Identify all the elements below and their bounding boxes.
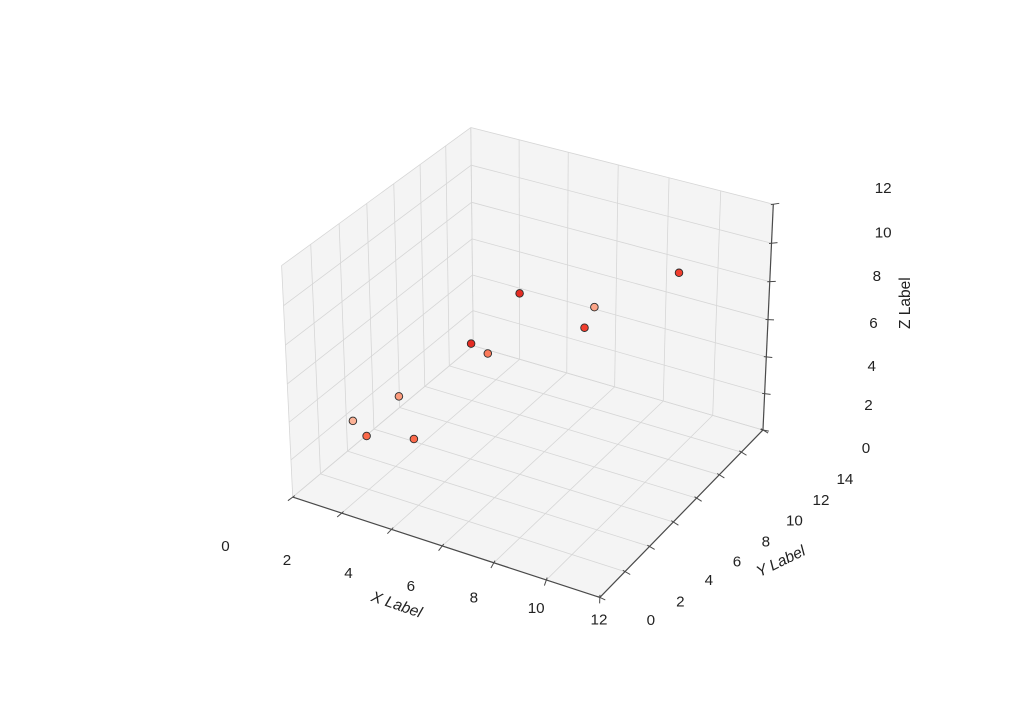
svg-text:2: 2 bbox=[283, 552, 291, 569]
svg-text:12: 12 bbox=[875, 180, 892, 197]
svg-text:10: 10 bbox=[875, 224, 892, 241]
svg-text:8: 8 bbox=[470, 590, 478, 607]
svg-text:0: 0 bbox=[862, 440, 870, 457]
svg-text:8: 8 bbox=[873, 268, 881, 285]
svg-text:8: 8 bbox=[762, 534, 770, 551]
svg-text:2: 2 bbox=[676, 593, 684, 610]
svg-text:0: 0 bbox=[647, 612, 655, 629]
svg-text:10: 10 bbox=[786, 512, 803, 529]
svg-text:12: 12 bbox=[591, 612, 608, 629]
svg-text:6: 6 bbox=[869, 315, 877, 332]
svg-text:12: 12 bbox=[813, 492, 830, 509]
svg-text:2: 2 bbox=[864, 397, 872, 414]
svg-text:6: 6 bbox=[407, 578, 415, 595]
svg-text:0: 0 bbox=[221, 538, 229, 555]
svg-text:Z Label: Z Label bbox=[897, 277, 914, 329]
svg-text:14: 14 bbox=[836, 471, 853, 488]
svg-text:10: 10 bbox=[528, 600, 545, 617]
svg-text:4: 4 bbox=[705, 572, 713, 589]
svg-text:4: 4 bbox=[344, 565, 352, 582]
svg-text:6: 6 bbox=[733, 554, 741, 571]
svg-text:4: 4 bbox=[868, 358, 876, 375]
